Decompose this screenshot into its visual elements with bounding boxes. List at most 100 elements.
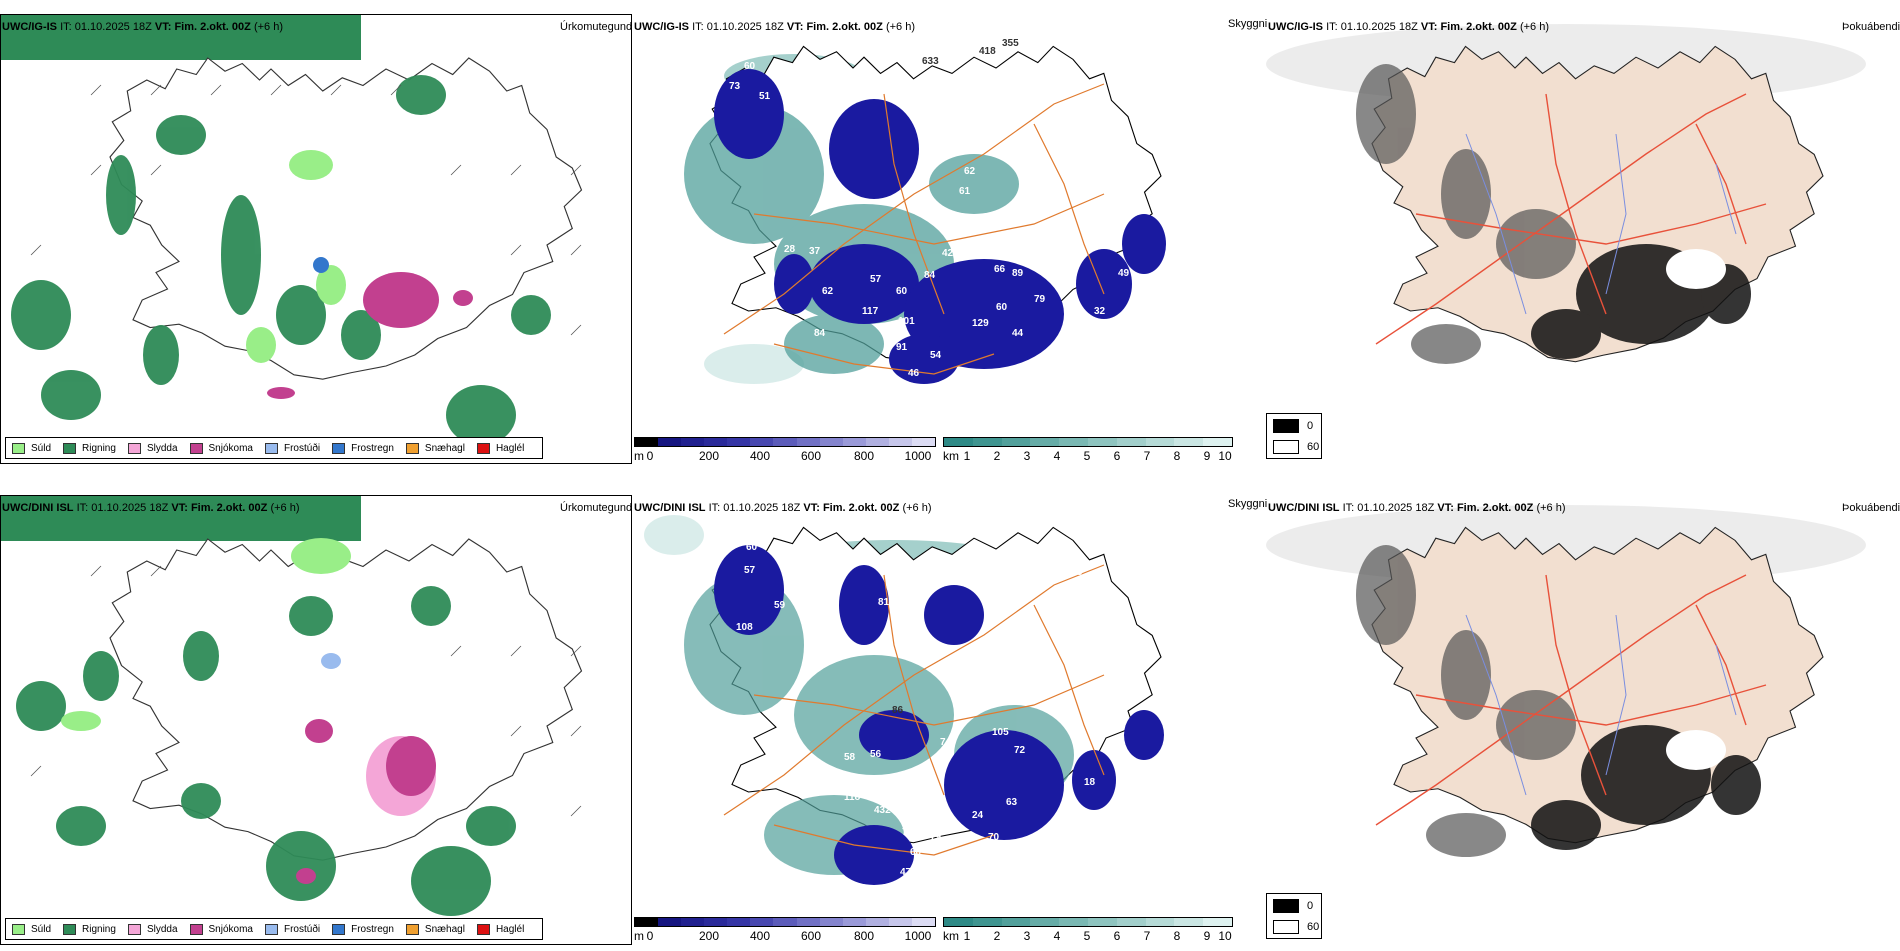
fog-header-row2: UWC/DINI ISL IT: 01.10.2025 18Z VT: Fim.… [1268,502,1566,514]
vis-label: 55 [949,146,961,157]
precip-header-row1: UWC/IG-IS IT: 01.10.2025 18Z VT: Fim. 2.… [2,21,283,33]
vis-label: 84 [814,328,826,339]
vis-label: 60 [996,302,1008,313]
vis-label: 60 [910,847,922,858]
legend-item-hail: Haglél [476,923,524,935]
visibility-map-row1: 60 51 73 633 355 418 76 55 62 61 347 42 … [684,38,1166,395]
visibility-header-row1: UWC/IG-IS IT: 01.10.2025 18Z VT: Fim. 2.… [634,21,915,33]
fog-legend-item: 0 [1273,899,1313,913]
vis-label: 44 [1012,328,1024,339]
visibility-m-colorbar-row2: m 0 200 400 600 800 1000 [634,917,936,951]
precip-legend-row1: Súld Rigning Slydda Snjókoma Frostúði Fr… [5,437,544,459]
snow-swatch [189,442,203,454]
fog-legend-item: 60 [1273,440,1319,454]
vis-label: 115 [1066,567,1083,578]
vis-label: 432 [874,805,891,816]
km-unit-label: km [943,929,959,943]
vis-label: 129 [972,318,989,329]
vis-label: 178 [944,572,961,583]
visibility-title-row2: Skyggni [1228,498,1268,510]
vis-label: 24 [972,810,984,821]
vis-label: 42 [942,248,954,259]
legend-item-hail: Haglél [476,442,524,454]
vis-label: 418 [979,46,996,57]
visibility-km-colorbar-row2: km 1 2 3 4 5 6 7 8 9 10 [943,917,1233,951]
m-unit-label: m [634,449,644,463]
vis-label: 70 [988,832,1000,843]
vis-label: 118 [844,792,861,803]
visibility-title-row1: Skyggni [1228,18,1268,30]
precip-header-row2: UWC/DINI ISL IT: 01.10.2025 18Z VT: Fim.… [2,502,300,514]
snow-pellets-swatch [405,923,419,935]
vis-label: 62 [964,166,976,177]
vis-label: 81 [878,597,890,608]
vis-label: 32 [1094,306,1106,317]
fog-swatch-white [1273,440,1299,454]
sleet-swatch [127,442,141,454]
visibility-m-colorbar-row1: m 0 200 400 600 800 1000 [634,437,936,471]
legend-item-snow: Snjókoma [189,442,253,454]
vis-label: 57 [744,565,756,576]
vis-label: 54 [930,350,942,361]
vis-label: 153 [904,799,921,810]
vis-label: 86 [892,705,904,716]
legend-item-sleet: Slydda [127,442,178,454]
fog-swatch-white [1273,920,1299,934]
legend-item-freezing-drizzle: Frostúði [264,442,320,454]
legend-item-freezing-rain: Frostregn [332,442,394,454]
rain-swatch [63,442,77,454]
freezing-rain-swatch [332,923,346,935]
legend-item-rain: Rigning [63,442,116,454]
vis-label: 62 [822,286,834,297]
precip-title-row1: Úrkomutegund [560,21,633,33]
fog-legend-item: 0 [1273,419,1313,433]
fog-map-row1 [1266,24,1866,364]
vis-label: 84 [924,270,936,281]
vis-label: 60 [744,61,756,72]
vis-label: 116 [888,789,905,800]
fog-map-row2 [1266,505,1866,857]
vis-label: 72 [1014,745,1026,756]
vis-label: 49 [1118,268,1130,279]
snow-swatch [189,923,203,935]
vis-label: 76 [944,124,956,135]
visibility-map-row2: 60 57 59 108 81 115 178 81 86 56 74 53 7… [644,515,1164,885]
precip-title-row2: Úrkomutegund [560,502,633,514]
vis-label: 53 [896,772,908,783]
fog-legend-row2: 0 60 [1266,893,1322,939]
km-colorbar-strip [943,437,1233,447]
vis-label: 47 [900,867,912,878]
km-unit-label: km [943,449,959,463]
freezing-rain-swatch [332,442,346,454]
m-unit-label: m [634,929,644,943]
legend-item-drizzle: Súld [12,442,51,454]
freezing-drizzle-swatch [264,923,278,935]
fog-panel-row1 [1266,14,1900,434]
drizzle-swatch [12,923,25,935]
visibility-km-colorbar-row1: km 1 2 3 4 5 6 7 8 9 10 [943,437,1233,471]
vis-label: 45 [928,384,940,395]
vis-label: 28 [784,244,796,255]
vis-label: 79 [930,832,942,843]
vis-label: 63 [1006,797,1018,808]
drizzle-swatch [12,442,25,454]
visibility-panel-row2: 60 57 59 108 81 115 178 81 86 56 74 53 7… [634,495,1264,915]
vis-label: 61 [959,186,971,197]
vis-label: 91 [896,342,908,353]
precip-panel-row2: Súld Rigning Slydda Snjókoma Frostúði Fr… [0,495,632,945]
vis-label: 46 [908,368,920,379]
snow-pellets-swatch [405,442,419,454]
legend-item-snow-pellets: Snæhagl [405,442,465,454]
vis-label: 89 [1012,268,1024,279]
fog-header-row1: UWC/IG-IS IT: 01.10.2025 18Z VT: Fim. 2.… [1268,21,1549,33]
vis-label: 246 [956,833,973,844]
vis-label: 79 [1034,294,1046,305]
fog-swatch-black [1273,899,1299,913]
vis-label: 74 [940,737,952,748]
legend-item-freezing-rain: Frostregn [332,923,394,935]
m-colorbar-strip [634,917,936,927]
legend-item-sleet: Slydda [127,923,178,935]
vis-label: 355 [1002,38,1019,49]
visibility-header-row2: UWC/DINI ISL IT: 01.10.2025 18Z VT: Fim.… [634,502,932,514]
vis-label: 37 [809,246,821,257]
